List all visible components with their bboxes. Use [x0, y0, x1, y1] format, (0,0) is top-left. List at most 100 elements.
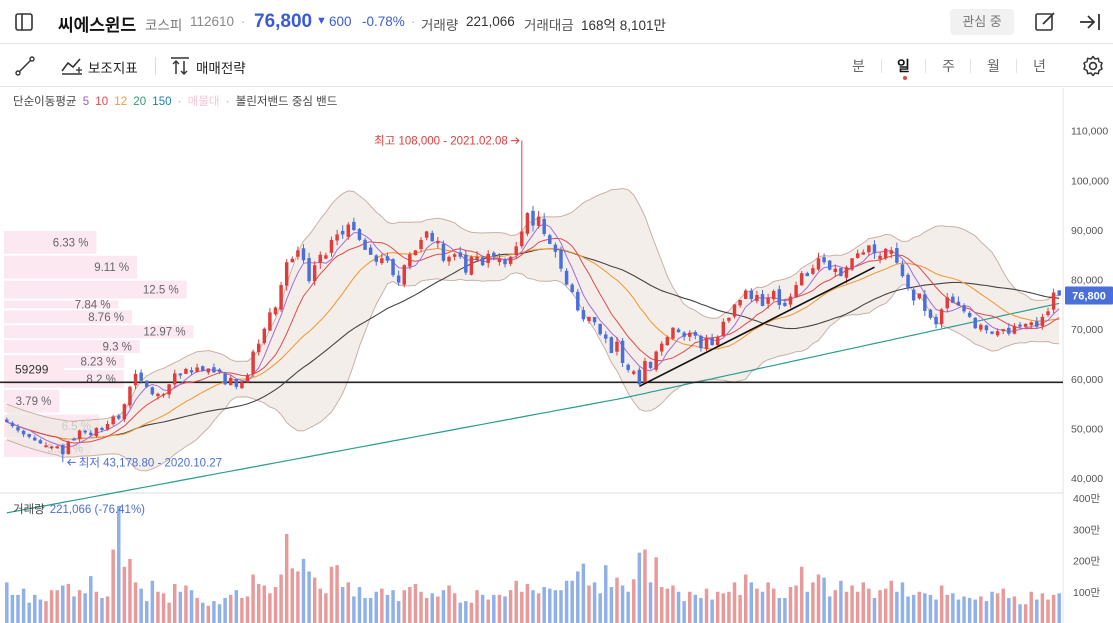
volume-bar [777, 598, 782, 623]
volume-bar [55, 590, 59, 623]
period-tab-year[interactable]: 년 [1033, 58, 1046, 74]
strategy-icon[interactable] [169, 55, 191, 77]
volume-bar [771, 588, 776, 623]
edit-icon[interactable] [1034, 11, 1056, 33]
volume-bar [357, 587, 362, 623]
period-tab-month[interactable]: 월 [987, 58, 1000, 74]
collapse-panel-icon[interactable] [1077, 11, 1103, 33]
candle-body [44, 445, 48, 448]
current-price-tag [1065, 286, 1113, 305]
volume-bar [704, 588, 709, 623]
indicator-icon[interactable] [60, 55, 84, 77]
period-tab-minute[interactable]: 분 [852, 58, 865, 74]
volume-bar [570, 580, 574, 623]
volume-bar [234, 590, 239, 623]
volume-bar [161, 593, 166, 623]
candle-body [156, 393, 160, 397]
volume-bar [284, 533, 289, 623]
candle-body [732, 304, 737, 317]
candle-body [721, 321, 726, 336]
period-tab-day[interactable]: 일 [897, 58, 910, 74]
candle-body [1001, 329, 1005, 332]
volume-bar [167, 602, 171, 623]
trend-line [638, 266, 875, 388]
candle-body [861, 252, 866, 255]
volume-bar [743, 574, 748, 623]
stock-name: 씨에스윈드 [58, 16, 137, 35]
candle-body [368, 247, 373, 255]
sidebar-toggle-icon[interactable] [14, 12, 34, 32]
volume-bar [727, 591, 731, 623]
volume-bar [139, 588, 143, 623]
candle-body [447, 256, 451, 262]
watchlist-button[interactable]: 관심 중 [950, 9, 1014, 35]
volume-bar [928, 594, 933, 623]
candle-body [693, 332, 698, 336]
candle-body [799, 273, 804, 286]
candle-body [273, 307, 278, 315]
candle-body [911, 289, 916, 301]
legend-hidden-indicator[interactable]: 매물대 [187, 96, 220, 108]
volume-bar [643, 549, 647, 623]
volume-bar [312, 577, 317, 623]
drawing-tool-icon[interactable] [14, 55, 36, 77]
price-chart[interactable]: 6.33 % 9.11 % 12.5 % 7.84 %8.76 % 12.97 % 9.3… [0, 88, 1113, 623]
candle-body [637, 369, 642, 385]
volume-bar [340, 587, 345, 623]
indicator-button[interactable]: 보조지표 [88, 61, 138, 76]
market-label: 코스피 [145, 18, 183, 33]
candle-body [648, 361, 653, 368]
legend-dot: · [225, 96, 230, 108]
volume-bar [805, 591, 810, 623]
volume-bar [301, 558, 306, 623]
settings-gear-icon[interactable] [1081, 54, 1105, 78]
chart-legend: 단순이동평균 5 10 12 20 150 · 매물대 · 볼린저밴드 중심 밴… [13, 93, 340, 109]
legend-bollinger[interactable]: 볼린저밴드 중심 밴드 [235, 96, 338, 108]
volume-bar [827, 596, 832, 623]
volume-bar [21, 588, 26, 623]
volume-axis-tick: 200만 [1073, 556, 1101, 568]
candle-body [867, 245, 871, 253]
candle-body [296, 250, 300, 257]
candle-body [307, 258, 311, 282]
period-tab-week[interactable]: 주 [942, 58, 955, 74]
legend-ma-20: 20 [133, 96, 147, 108]
price-volume-bar [4, 389, 60, 413]
volume-bar [1040, 593, 1045, 623]
volume-bar [133, 582, 138, 623]
candle-body [111, 416, 115, 425]
candle-body [564, 270, 569, 285]
volume-bar [184, 585, 188, 623]
candle-body [956, 301, 961, 306]
candle-body [654, 351, 658, 370]
volume-bar [318, 588, 323, 623]
volume-bar [867, 588, 871, 623]
candle-body [212, 367, 216, 373]
legend-sma-label[interactable]: 단순이동평균 [13, 96, 77, 108]
candle-body [346, 224, 351, 237]
volume-legend: 거래량 221,066 (-76.41%) [13, 501, 145, 517]
candle-body [889, 250, 893, 254]
candle-body [514, 246, 518, 256]
candle-body [1057, 290, 1061, 296]
candle-body [240, 382, 244, 389]
candle-body [413, 250, 418, 256]
candle-body [811, 268, 815, 274]
candle-body [844, 267, 849, 278]
volume-bar [995, 593, 1000, 623]
volume-bar [906, 596, 910, 623]
volume-bar [811, 582, 815, 623]
ma-150-line [6, 302, 1060, 514]
volume-bar [855, 591, 860, 623]
volume-bar [665, 588, 670, 623]
candle-body [928, 309, 933, 318]
candle-body [951, 296, 955, 303]
volume-bar [581, 563, 586, 623]
strategy-button[interactable]: 매매전략 [196, 61, 246, 76]
volume-bar [436, 596, 440, 623]
candle-body [1007, 327, 1011, 334]
candle-body [788, 296, 793, 305]
candle-body [228, 377, 233, 386]
candle-body [139, 372, 143, 381]
volume-bar [352, 596, 356, 623]
